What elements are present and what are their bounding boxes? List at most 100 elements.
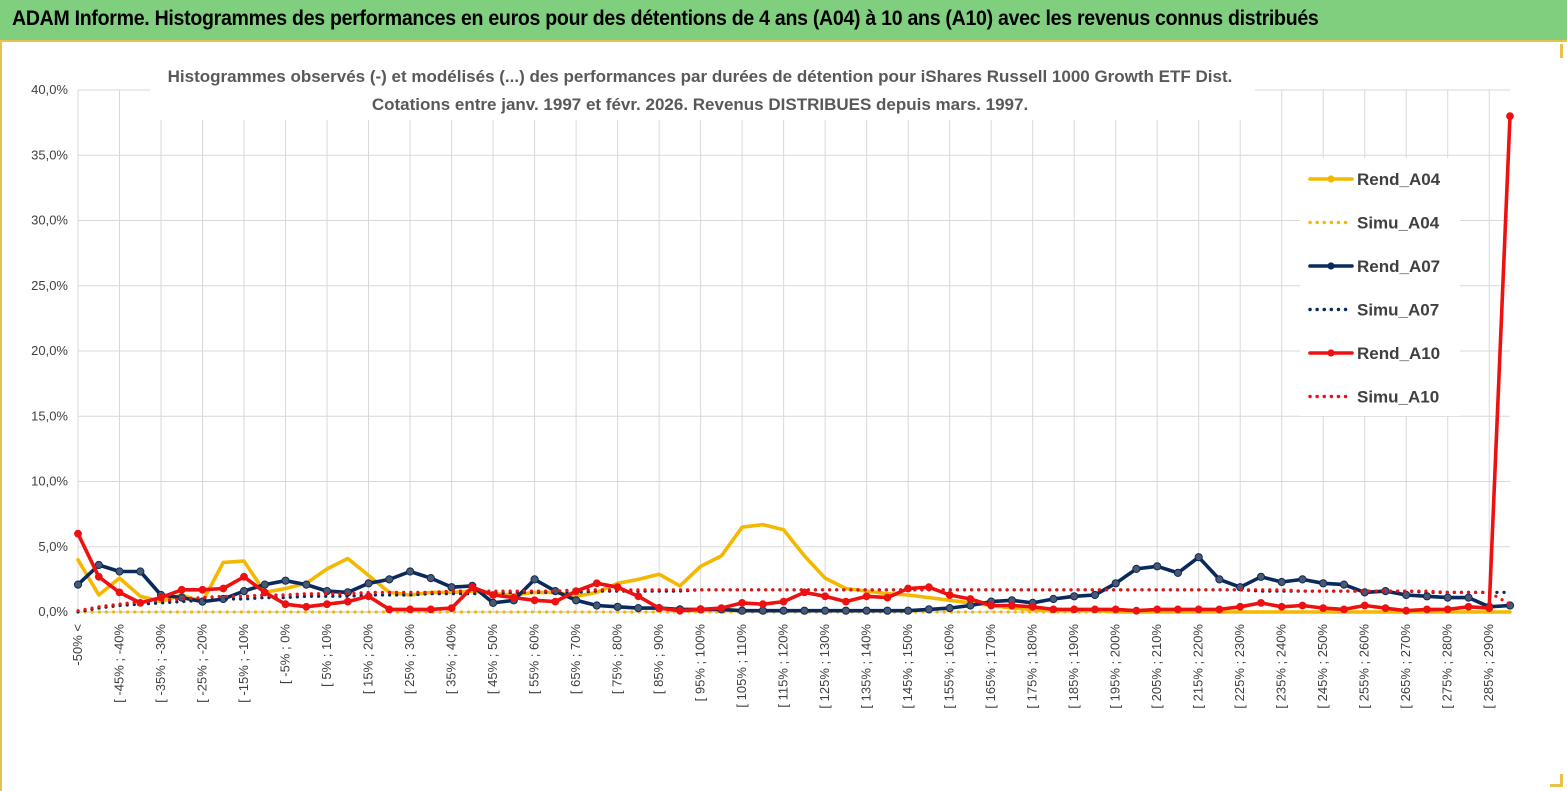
- data-point: [738, 606, 747, 615]
- x-tick-label: [ -35% ; -30%: [153, 624, 168, 703]
- x-tick-label: [ 135% ; 140%: [859, 624, 874, 709]
- x-axis-ticks: -50% < [ -45% ; -40% [ -35% ; -30% [ -25% ;…: [70, 624, 1496, 709]
- data-point: [1111, 579, 1120, 588]
- data-point: [385, 605, 394, 614]
- legend-item: Rend_A04: [1308, 170, 1441, 189]
- report-title: ADAM Informe. Histogrammes des performan…: [12, 7, 1319, 30]
- data-point: [94, 560, 103, 570]
- data-point: [1422, 592, 1432, 601]
- x-tick-label: [ 255% ; 260%: [1357, 624, 1372, 709]
- x-tick-label: [ 275% ; 280%: [1440, 624, 1455, 709]
- legend-label: Simu_A04: [1357, 214, 1440, 233]
- series-layer: [73, 112, 1515, 615]
- y-tick-label: 30,0%: [31, 213, 68, 228]
- x-tick-label: [ 55% ; 60%: [527, 624, 542, 695]
- x-tick-label: [ 195% ; 200%: [1108, 624, 1123, 709]
- data-point: [1049, 594, 1058, 604]
- data-point: [883, 606, 892, 615]
- frame-corner-bottom-right: [1550, 774, 1563, 787]
- data-point: [426, 574, 435, 583]
- data-point: [219, 584, 228, 593]
- legend-label: Simu_A07: [1357, 301, 1439, 320]
- data-point: [1153, 605, 1162, 614]
- frame-corner-top-right: [1550, 44, 1563, 58]
- data-point: [779, 606, 788, 615]
- data-point: [115, 588, 124, 597]
- x-tick-label: [ 265% ; 270%: [1398, 624, 1413, 709]
- data-point: [779, 597, 788, 606]
- legend-label: Rend_A07: [1357, 257, 1440, 276]
- chart-subtitle: Cotations entre janv. 1997 et févr. 2026…: [372, 95, 1028, 114]
- data-point: [177, 585, 186, 594]
- series-Rend_A10: [74, 112, 1514, 615]
- chart-area: [0, 42, 1567, 791]
- data-point: [945, 604, 954, 613]
- data-point: [1153, 562, 1162, 571]
- data-point: [343, 597, 352, 606]
- data-point: [468, 583, 477, 592]
- data-point: [1340, 605, 1348, 614]
- data-point: [530, 575, 539, 584]
- data-point: [1485, 604, 1494, 612]
- data-point: [800, 588, 809, 597]
- data-point: [821, 592, 829, 601]
- data-point: [572, 596, 581, 605]
- y-tick-label: 35,0%: [31, 147, 68, 162]
- legend: Rend_A04 Simu_A04 Rend_A07 Simu_A07 Rend_A10…: [1308, 170, 1441, 407]
- data-point: [1070, 592, 1079, 601]
- data-point: [364, 579, 373, 588]
- data-point: [1443, 605, 1452, 614]
- data-point: [406, 567, 415, 576]
- data-point: [613, 602, 622, 611]
- x-tick-label: [ 25% ; 30%: [402, 624, 417, 695]
- x-tick-label: [ 15% ; 20%: [361, 624, 376, 695]
- x-tick-label: [ 85% ; 90%: [651, 624, 666, 695]
- data-point: [1028, 602, 1037, 611]
- data-point: [862, 606, 871, 615]
- data-point: [1423, 605, 1431, 614]
- x-tick-label: [ 235% ; 240%: [1274, 624, 1289, 709]
- data-point: [426, 605, 435, 614]
- x-tick-label: [ 185% ; 190%: [1066, 624, 1081, 709]
- data-point: [1464, 593, 1473, 602]
- x-tick-label: [ 205% ; 210%: [1149, 624, 1164, 709]
- x-tick-label: [ 215% ; 220%: [1191, 624, 1206, 709]
- legend-item: Simu_A10: [1308, 388, 1439, 407]
- data-point: [883, 593, 892, 602]
- data-point: [924, 605, 934, 614]
- y-tick-label: 15,0%: [31, 408, 68, 423]
- y-tick-label: 5,0%: [38, 539, 68, 554]
- legend-marker: [1327, 175, 1335, 183]
- legend-item: Simu_A04: [1308, 214, 1440, 233]
- y-tick-label: 40,0%: [31, 82, 68, 97]
- data-point: [1360, 601, 1369, 610]
- chart-title-background: [150, 58, 1255, 120]
- legend-label: Rend_A04: [1357, 170, 1441, 189]
- data-point: [115, 567, 124, 576]
- x-tick-label: [ 95% ; 100%: [693, 624, 708, 702]
- data-point: [1174, 605, 1182, 614]
- x-tick-label: [ -5% ; 0%: [278, 624, 293, 684]
- data-point: [551, 597, 560, 606]
- x-tick-label: [ 155% ; 160%: [942, 624, 957, 709]
- data-point: [1090, 590, 1100, 600]
- data-point: [447, 604, 456, 612]
- x-tick-label: [ 285% ; 290%: [1481, 624, 1496, 709]
- data-point: [1277, 602, 1286, 611]
- data-point: [1506, 112, 1514, 120]
- data-point: [1008, 601, 1016, 610]
- data-point: [592, 601, 601, 610]
- data-point: [1319, 579, 1328, 588]
- x-tick-label: [ 45% ; 50%: [485, 624, 500, 695]
- data-point: [73, 580, 83, 589]
- data-point: [530, 596, 539, 605]
- data-point: [1298, 601, 1307, 610]
- data-point: [302, 602, 311, 611]
- x-tick-label: [ 105% ; 110%: [734, 624, 749, 708]
- data-point: [945, 591, 954, 599]
- data-point: [1443, 593, 1452, 602]
- data-point: [1402, 590, 1411, 600]
- series-line: [76, 114, 1512, 613]
- data-point: [1257, 599, 1265, 607]
